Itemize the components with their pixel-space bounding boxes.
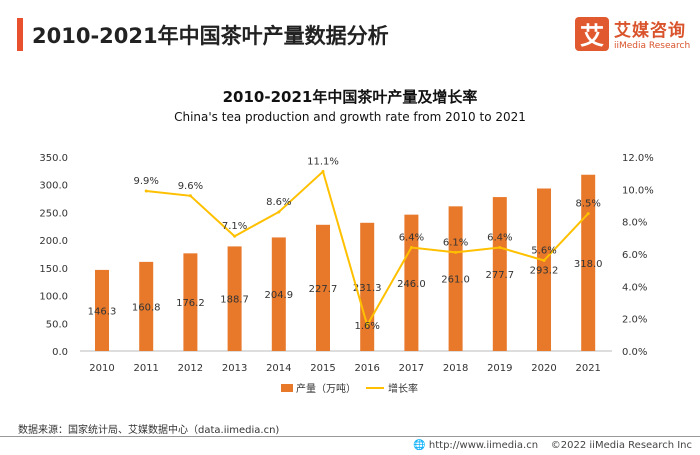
bar-label: 318.0 xyxy=(574,259,603,270)
bar-label: 293.2 xyxy=(530,266,559,277)
growth-label: 9.9% xyxy=(133,176,158,187)
logo: 艾 艾媒咨询 iiMedia Research xyxy=(575,16,690,51)
bar-label: 188.7 xyxy=(220,295,249,306)
growth-point-2019 xyxy=(498,246,502,250)
left-tick-label: 150.0 xyxy=(39,264,68,275)
bar-label: 246.0 xyxy=(397,279,426,290)
footer-url[interactable]: http://www.iimedia.cn xyxy=(428,440,539,451)
growth-point-2017 xyxy=(409,246,413,250)
bar-2019 xyxy=(492,197,507,351)
growth-point-2014 xyxy=(277,210,281,214)
left-tick-label: 0.0 xyxy=(52,347,68,358)
growth-label: 6.4% xyxy=(487,233,512,244)
growth-point-2016 xyxy=(365,323,369,327)
bar-label: 204.9 xyxy=(264,290,293,301)
growth-label: 7.1% xyxy=(222,221,247,232)
x-tick-label: 2016 xyxy=(354,363,379,374)
bar-label: 261.0 xyxy=(441,275,470,286)
growth-point-2015 xyxy=(321,170,325,174)
data-source: 数据来源：国家统计局、艾媒数据中心（data.iimedia.cn) xyxy=(18,425,280,436)
bar-label: 227.7 xyxy=(309,284,338,295)
left-tick-label: 350.0 xyxy=(39,153,68,164)
x-tick-label: 2021 xyxy=(575,363,600,374)
x-tick-label: 2012 xyxy=(178,363,203,374)
copyright: ©2022 iiMedia Research Inc xyxy=(550,440,692,451)
bar-label: 146.3 xyxy=(88,306,117,317)
right-tick-label: 2.0% xyxy=(622,315,647,326)
logo-en: iiMedia Research xyxy=(614,41,691,51)
right-tick-label: 0.0% xyxy=(622,347,647,358)
bar-2015 xyxy=(316,224,330,351)
right-tick-label: 12.0% xyxy=(622,153,654,164)
bar-label: 277.7 xyxy=(485,270,514,281)
x-tick-label: 2015 xyxy=(310,363,335,374)
growth-label: 9.6% xyxy=(178,181,203,192)
logo-icon: 艾 xyxy=(575,16,609,51)
bar-label: 176.2 xyxy=(176,298,205,309)
chart-subtitle: China's tea production and growth rate f… xyxy=(174,110,526,124)
growth-point-2012 xyxy=(188,194,192,198)
right-tick-label: 4.0% xyxy=(622,282,647,293)
right-tick-label: 10.0% xyxy=(622,185,654,196)
x-tick-label: 2010 xyxy=(89,363,114,374)
x-tick-label: 2018 xyxy=(443,363,468,374)
left-tick-label: 100.0 xyxy=(39,292,68,303)
footer: 🌐 http://www.iimedia.cn ©2022 iiMedia Re… xyxy=(413,440,692,451)
bar-2012 xyxy=(183,253,198,351)
bar-2021 xyxy=(581,174,596,351)
globe-icon: 🌐 xyxy=(413,440,426,451)
left-tick-label: 50.0 xyxy=(46,319,68,330)
left-tick-label: 300.0 xyxy=(39,181,68,192)
left-tick-label: 200.0 xyxy=(39,236,68,247)
growth-label: 5.6% xyxy=(531,245,556,256)
growth-label: 8.5% xyxy=(575,199,600,210)
title-accent-bar xyxy=(17,18,23,51)
growth-label: 8.6% xyxy=(266,197,291,208)
x-tick-label: 2014 xyxy=(266,363,291,374)
growth-label: 1.6% xyxy=(354,321,379,332)
x-tick-label: 2019 xyxy=(487,363,512,374)
growth-point-2018 xyxy=(454,250,458,254)
page-title: 2010-2021年中国茶叶产量数据分析 xyxy=(32,24,389,48)
growth-point-2020 xyxy=(542,258,546,262)
logo-cn: 艾媒咨询 xyxy=(614,21,686,41)
x-tick-label: 2013 xyxy=(222,363,247,374)
right-tick-label: 8.0% xyxy=(622,218,647,229)
bar-2018 xyxy=(448,206,463,351)
bar-2014 xyxy=(271,237,286,351)
growth-point-2013 xyxy=(233,234,237,238)
x-tick-label: 2017 xyxy=(399,363,424,374)
growth-point-2021 xyxy=(586,212,590,216)
legend-bar-swatch xyxy=(281,384,293,392)
left-tick-label: 250.0 xyxy=(39,208,68,219)
right-tick-label: 6.0% xyxy=(622,250,647,261)
growth-point-2011 xyxy=(144,189,148,193)
x-tick-label: 2020 xyxy=(531,363,556,374)
footer-divider xyxy=(0,436,700,437)
legend-bar-label: 产量（万吨） xyxy=(296,382,356,395)
chart-title: 2010-2021年中国茶叶产量及增长率 xyxy=(222,88,478,106)
bar-label: 160.8 xyxy=(132,302,161,313)
bar-label: 231.3 xyxy=(353,283,382,294)
growth-label: 6.1% xyxy=(443,237,468,248)
growth-label: 6.4% xyxy=(399,233,424,244)
x-tick-label: 2011 xyxy=(133,363,158,374)
bar-2020 xyxy=(537,188,551,351)
growth-label: 11.1% xyxy=(307,157,339,168)
bar-2010 xyxy=(95,269,109,351)
bar-2013 xyxy=(227,246,242,351)
legend-line-label: 增长率 xyxy=(388,382,418,395)
bar-2011 xyxy=(139,261,154,351)
